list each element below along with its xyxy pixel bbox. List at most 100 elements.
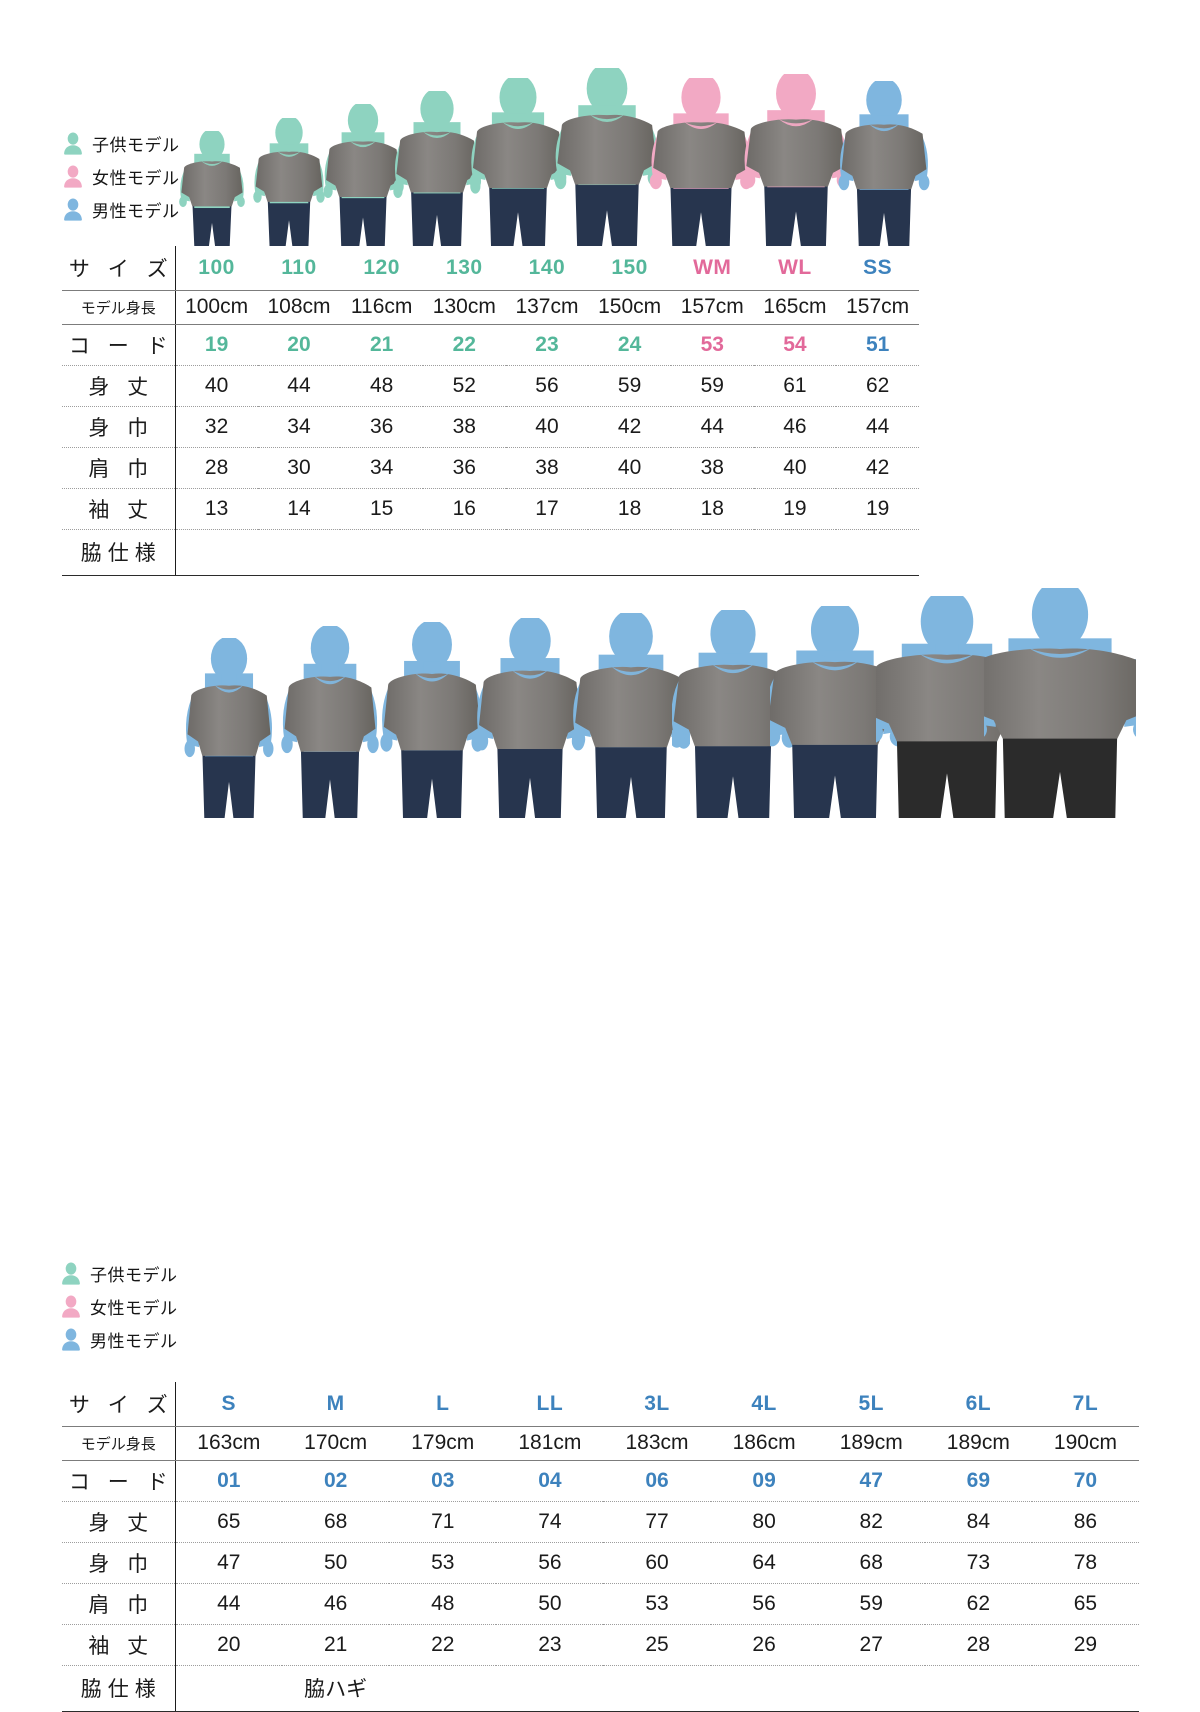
row-label: コ ー ド [62,324,176,366]
row-model-height: モデル身長 100cm 108cm 116cm 130cm 137cm 150cm 157cm… [62,290,919,325]
cell: 44 [836,406,919,448]
kids-legend: 子供モデル 女性モデル 男性モデル [60,128,180,225]
cell: 46 [753,406,837,448]
cell: 130 [422,246,506,291]
cell [340,529,423,576]
cell [603,1665,711,1712]
cell: 150cm [588,290,671,325]
cell: 03 [389,1460,497,1502]
cell: 60 [603,1542,711,1584]
cell: 13 [175,488,258,530]
cell: 120 [340,246,423,291]
row-label: 袖 丈 [62,488,176,530]
cell: 46 [282,1583,390,1625]
row-width: 身 巾 47 50 53 56 60 64 68 73 78 [62,1542,1139,1584]
cell: 30 [257,447,341,489]
cell: 157cm [836,290,919,325]
cell [257,529,341,576]
cell: 59 [588,365,671,407]
person-icon [58,1261,84,1287]
cell: M [282,1382,390,1427]
cell: 27 [817,1624,925,1666]
model-figure [672,610,794,818]
cell: 25 [603,1624,711,1666]
cell: 140 [505,246,589,291]
cell [588,529,671,576]
cell [710,1665,818,1712]
cell: 137cm [505,290,589,325]
kids-size-table: サ イ ズ 100 110 120 130 140 150 WM WL SS モデル身長 100cm 1… [62,246,919,576]
cell: 44 [175,1583,283,1625]
cell: 脇ハギ [282,1665,390,1712]
cell: 56 [496,1542,604,1584]
legend-item-man: 男性モデル [58,1324,178,1355]
row-code: コ ー ド 19 20 21 22 23 24 53 54 51 [62,324,919,366]
cell: 116cm [340,290,423,325]
adult-size-table: サ イ ズ S M L LL 3L 4L 5L 6L 7L モデル身長 163cm 170cm 179cm… [62,1382,1139,1712]
cell: 53 [670,324,754,366]
cell: 130cm [422,290,506,325]
row-sleeve: 袖 丈 13 14 15 16 17 18 18 19 19 [62,488,919,530]
cell: 4L [710,1382,818,1427]
cell: 38 [422,406,506,448]
cell [389,1665,497,1712]
cell: 22 [389,1624,497,1666]
cell: 59 [670,365,754,407]
legend-item-man: 男性モデル [60,194,180,225]
model-figure [742,74,850,246]
cell [175,1665,283,1712]
cell: 62 [924,1583,1032,1625]
cell: L [389,1382,497,1427]
cell: 48 [389,1583,497,1625]
cell: 47 [817,1460,925,1502]
cell: 157cm [670,290,754,325]
cell: 18 [670,488,754,530]
cell: 80 [710,1501,818,1543]
cell: 54 [753,324,837,366]
model-figure [178,131,246,246]
cell: 53 [603,1583,711,1625]
cell: 64 [710,1542,818,1584]
legend-label-child: 子供モデル [92,136,180,155]
cell: 68 [817,1542,925,1584]
cell: 110 [257,246,341,291]
model-figure [984,588,1136,818]
cell: 38 [670,447,754,489]
cell: 40 [753,447,837,489]
row-label: モデル身長 [62,290,176,325]
row-label: サ イ ズ [62,1382,176,1427]
cell: 09 [710,1460,818,1502]
cell: 56 [505,365,589,407]
cell: 48 [340,365,423,407]
cell: 186cm [710,1426,818,1461]
row-code: コ ー ド 01 02 03 04 06 09 47 69 70 [62,1460,1139,1502]
row-label: サ イ ズ [62,246,176,291]
cell: 23 [496,1624,604,1666]
cell: S [175,1382,283,1427]
row-width: 身 巾 32 34 36 38 40 42 44 46 44 [62,406,919,448]
cell: 59 [817,1583,925,1625]
legend-item-woman: 女性モデル [60,161,180,192]
cell: 01 [175,1460,283,1502]
person-icon [58,1294,84,1320]
cell [175,529,258,576]
cell: WM [670,246,754,291]
row-side-spec: 脇仕様 [62,529,919,576]
cell [753,529,837,576]
cell: 108cm [257,290,341,325]
row-label: 身 丈 [62,1501,176,1543]
row-label: 脇仕様 [62,529,176,576]
cell: 70 [1031,1460,1139,1502]
cell: 29 [1031,1624,1139,1666]
cell [422,529,506,576]
cell: 190cm [1031,1426,1139,1461]
cell: WL [753,246,837,291]
model-figure [836,81,932,246]
cell: 100cm [175,290,258,325]
cell: 181cm [496,1426,604,1461]
cell: 7L [1031,1382,1139,1427]
cell: 34 [340,447,423,489]
cell [817,1665,925,1712]
kids-model-figures [0,0,1200,250]
cell: 22 [422,324,506,366]
